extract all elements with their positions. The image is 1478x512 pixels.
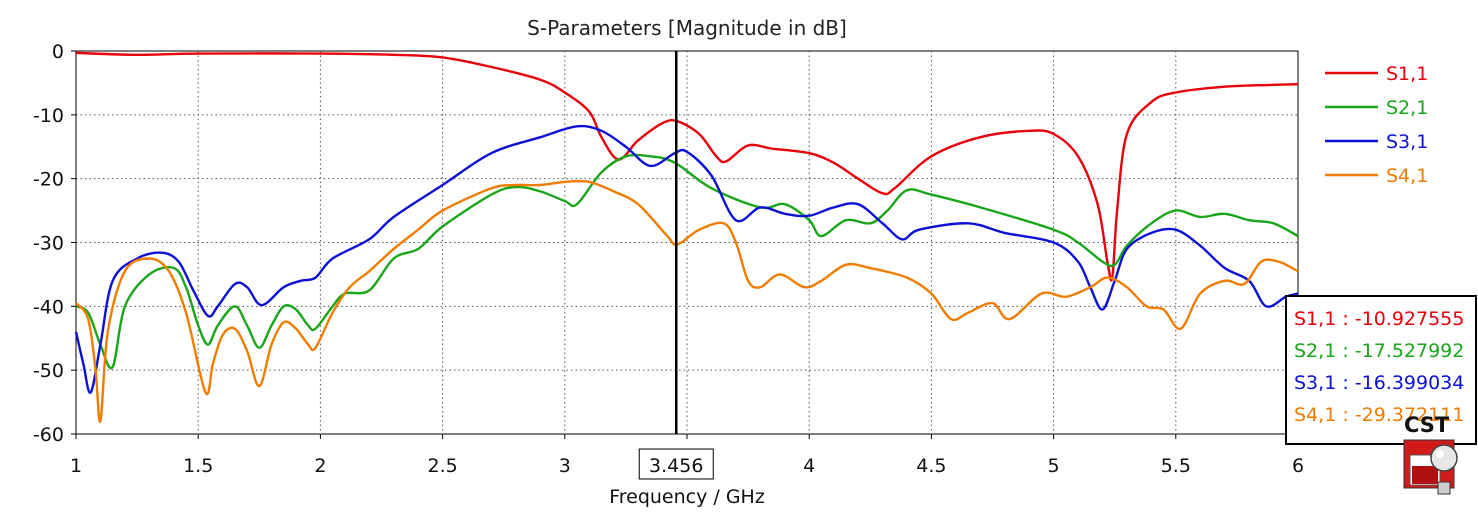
marker-readout: S1,1 : -10.927555 S2,1 : -17.527992 S3,1 :… <box>1285 295 1477 445</box>
legend-label-s3-1: S3,1 <box>1386 131 1428 153</box>
series-line-s2-1 <box>75 153 1299 370</box>
legend-label-s4-1: S4,1 <box>1386 165 1428 187</box>
frequency-marker-box[interactable] <box>638 448 714 480</box>
readout-line: S1,1 : -10.927555 <box>1294 308 1464 330</box>
legend-label-s2-1: S2,1 <box>1386 97 1428 119</box>
x-tick-label: 5 <box>1048 455 1060 477</box>
readout-line: S3,1 : -16.399034 <box>1294 372 1464 394</box>
x-tick-label: 1 <box>70 455 82 477</box>
y-tick-label: -40 <box>33 296 64 318</box>
x-tick-label: 4 <box>803 455 815 477</box>
y-tick-label: 0 <box>52 41 64 63</box>
legend: S1,1 S2,1 S3,1 S4,1 <box>1325 63 1428 187</box>
x-axis-label: Frequency / GHz <box>609 486 765 508</box>
x-tick-label: 5.5 <box>1161 455 1191 477</box>
series-line-s4-1 <box>75 179 1299 423</box>
y-tick-label: -20 <box>33 169 64 191</box>
y-tick-label: -10 <box>33 105 64 127</box>
grid-lines <box>76 51 1298 434</box>
x-tick-label: 2 <box>314 455 326 477</box>
x-tick-label: 4.5 <box>916 455 946 477</box>
x-tick-label: 1.5 <box>183 455 213 477</box>
chart-title: S-Parameters [Magnitude in dB] <box>527 16 847 40</box>
series-lines <box>74 51 1299 423</box>
legend-label-s1-1: S1,1 <box>1386 63 1428 85</box>
y-tick-label: -30 <box>33 233 64 255</box>
x-tick-label: 2.5 <box>427 455 457 477</box>
x-tick-label: 3 <box>559 455 571 477</box>
y-tick-label: -60 <box>33 424 64 446</box>
cst-logo-text: CST <box>1404 413 1450 437</box>
readout-line: S2,1 : -17.527992 <box>1294 340 1464 362</box>
frequency-marker-label: 3.456 <box>649 455 703 477</box>
series-line-s1-1 <box>75 51 1299 282</box>
readout-box <box>1285 295 1477 445</box>
readout-line: S4,1 : -29.372111 <box>1294 404 1464 426</box>
x-tick-label: 6 <box>1292 455 1304 477</box>
cst-logo-icon <box>1403 439 1458 495</box>
cst-logo: CST <box>1403 413 1458 495</box>
y-tick-label: -50 <box>33 360 64 382</box>
